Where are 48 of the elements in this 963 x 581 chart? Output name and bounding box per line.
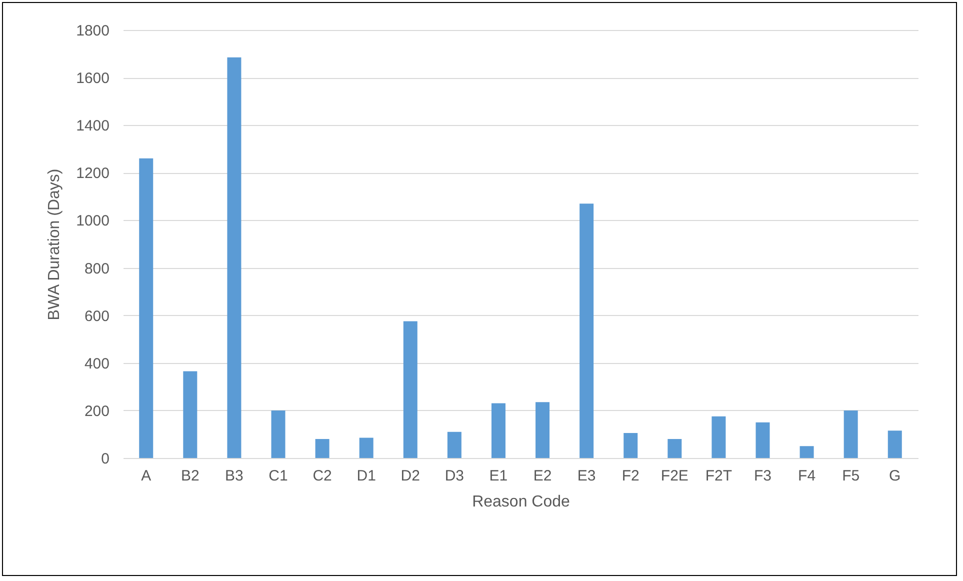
bar — [227, 57, 242, 458]
bar — [668, 438, 682, 458]
y-tick-label: 1400 — [76, 118, 110, 135]
x-tick-label: F4 — [798, 468, 816, 484]
bar — [888, 430, 902, 458]
x-tick-label: C1 — [268, 468, 288, 484]
bar — [580, 204, 594, 458]
x-tick-label: F5 — [842, 468, 860, 484]
x-axis-title: Reason Code — [472, 494, 570, 510]
x-tick-label: D2 — [400, 468, 420, 484]
y-tick-label: 1000 — [76, 212, 110, 230]
bar — [756, 422, 770, 458]
y-tick-label: 0 — [101, 450, 110, 468]
x-tick-label: G — [889, 468, 901, 484]
x-tick-label: D3 — [444, 468, 464, 484]
bar — [183, 371, 198, 458]
y-tick-label: 400 — [84, 355, 110, 372]
x-tick-label: E2 — [533, 468, 552, 484]
y-axis-title: BWA Duration (Days) — [46, 168, 64, 320]
x-tick-label: F2T — [705, 468, 732, 484]
x-tick-label: E3 — [577, 468, 596, 484]
bar — [624, 433, 638, 458]
y-tick-label: 800 — [84, 260, 110, 278]
bar — [447, 432, 462, 458]
x-tick-label: B2 — [180, 468, 200, 484]
bar — [139, 158, 154, 458]
y-tick-label: 1800 — [76, 22, 110, 40]
x-tick-label: F2E — [660, 468, 688, 484]
bar — [712, 416, 726, 458]
x-tick-label: F3 — [754, 468, 772, 484]
y-tick-label: 200 — [84, 402, 110, 420]
bar — [359, 438, 374, 458]
x-tick-label: E1 — [489, 468, 508, 484]
y-tick-label: 1200 — [76, 165, 110, 182]
x-tick-label: A — [141, 468, 152, 484]
bar — [403, 321, 418, 458]
y-tick-label: 600 — [84, 308, 110, 325]
bar — [536, 402, 550, 458]
y-tick-label: 1600 — [76, 70, 110, 88]
x-tick-label: C2 — [312, 468, 332, 484]
bar — [315, 438, 330, 458]
x-tick-label: F2 — [622, 468, 640, 484]
bar — [844, 410, 858, 458]
bar — [491, 403, 506, 458]
bar — [271, 410, 286, 458]
x-tick-label: B3 — [225, 468, 244, 484]
bar — [800, 446, 814, 458]
x-tick-label: D1 — [356, 468, 376, 484]
